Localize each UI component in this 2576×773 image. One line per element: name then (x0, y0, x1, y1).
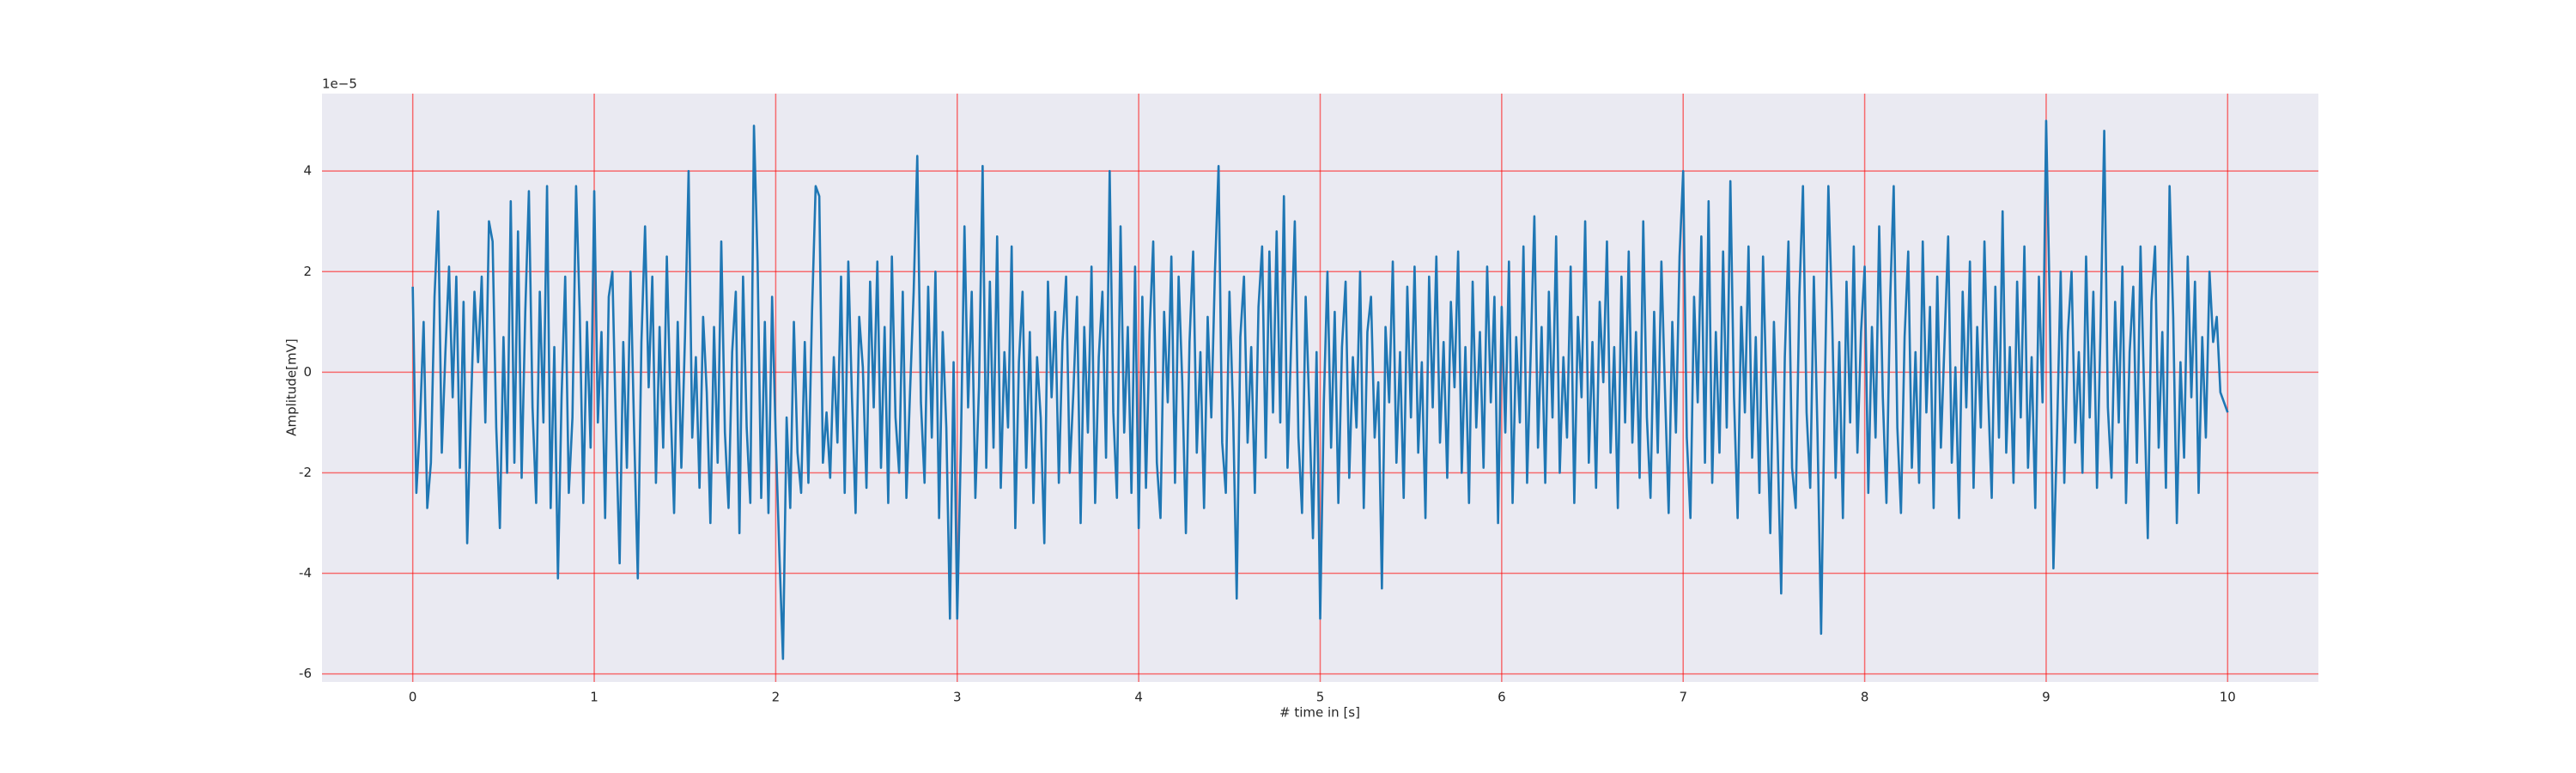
x-tick-label: 7 (1679, 690, 1687, 705)
x-axis-label: # time in [s] (1279, 705, 1360, 721)
y-tick-label: -4 (299, 565, 312, 581)
y-tick-label: -2 (299, 465, 312, 480)
x-tick-label: 4 (1134, 690, 1143, 705)
x-tick-label: 6 (1498, 690, 1506, 705)
x-tick-label: 0 (409, 690, 417, 705)
x-tick-label: 9 (2042, 690, 2050, 705)
x-tick-label: 1 (590, 690, 598, 705)
y-axis-label: Amplitude[mV] (284, 338, 300, 435)
labels: # time in [s] Amplitude[mV] 1e−5 0 1 2 3 4 5 6… (284, 76, 2236, 721)
x-tick-label: 5 (1316, 690, 1325, 705)
y-tick-label: 2 (303, 264, 312, 279)
y-tick-label: -6 (299, 666, 312, 681)
y-tick-label: 4 (303, 163, 312, 179)
signal-line (411, 119, 2229, 660)
x-tick-label: 8 (1861, 690, 1869, 705)
y-tick-label: 0 (303, 364, 312, 380)
y-offset-label: 1e−5 (322, 76, 357, 92)
x-tick-label: 3 (953, 690, 962, 705)
x-tick-label: 10 (2220, 690, 2236, 705)
marks (411, 119, 2229, 660)
x-tick-label: 2 (772, 690, 781, 705)
